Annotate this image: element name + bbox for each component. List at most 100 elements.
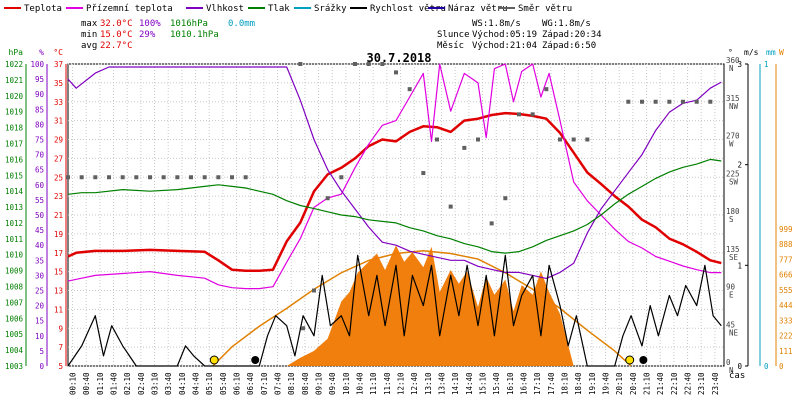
- x-tick-label: 22:40: [684, 372, 693, 395]
- axis-dir-tick: 0: [726, 358, 731, 367]
- stat-max-rain: 0.0mm: [228, 19, 255, 29]
- series-sm-r-v-tru-point: [503, 196, 508, 201]
- x-tick-label: 05:10: [205, 372, 214, 395]
- legend-label: Rychlost větru: [370, 4, 446, 14]
- axis-pct-tick: 65: [35, 166, 44, 175]
- series-sm-r-v-tru-point: [667, 99, 672, 104]
- sunset-marker: [625, 355, 635, 365]
- axis-pct-label: %: [39, 48, 44, 57]
- x-tick-label: 18:10: [561, 372, 570, 395]
- series-sm-r-v-tru-point: [694, 99, 699, 104]
- axis-dir-tick: 45: [726, 320, 735, 329]
- stat-max-label: max: [81, 19, 98, 29]
- chart-title: 30.7.2018: [366, 51, 431, 65]
- series-sm-r-v-tru-point: [79, 175, 84, 180]
- axis-degc-label: °C: [53, 48, 63, 57]
- axis-pct-tick: 20: [35, 302, 45, 311]
- axis-pct-tick: 90: [35, 90, 45, 99]
- axis-degc-tick: 5: [58, 362, 63, 371]
- solar-theoretical-line: [212, 250, 632, 367]
- axis-hpa-tick: 1003: [5, 362, 23, 371]
- axis-w-tick: 222: [779, 332, 793, 341]
- axis-dir-tick: 270: [726, 132, 740, 141]
- x-tick-label: 01:40: [110, 372, 119, 395]
- x-tick-label: 02:40: [137, 372, 146, 395]
- x-tick-label: 17:10: [533, 372, 542, 395]
- axis-mm-label: mm: [766, 48, 776, 57]
- x-tick-label: 08:40: [301, 372, 310, 395]
- x-tick-label: 00:40: [82, 372, 91, 395]
- axis-degc-tick: 33: [54, 98, 63, 107]
- stats-block: max 32.0°C 100% 1016hPa 0.0mm min 15.0°C…: [81, 19, 602, 51]
- legend-label: Náraz větru: [448, 4, 508, 14]
- axis-dir-name: SW: [729, 177, 739, 186]
- axis-pct-tick: 85: [35, 105, 44, 114]
- axis-pct-tick: 100: [30, 60, 44, 69]
- x-tick-label: 18:40: [574, 372, 583, 395]
- series-sm-r-v-tru-point: [93, 175, 98, 180]
- x-tick-label: 21:40: [656, 372, 665, 395]
- axis-dir-name: W: [729, 140, 734, 149]
- axis-hpa-tick: 1010: [5, 251, 24, 260]
- axis-hpa-tick: 1011: [5, 235, 23, 244]
- axis-ms-tick: 1: [737, 261, 742, 270]
- x-tick-label: 10:40: [356, 372, 365, 395]
- series-sm-r-v-tru-point: [407, 87, 412, 92]
- axis-w-tick: 888: [779, 240, 793, 249]
- axis-pct-tick: 60: [35, 181, 45, 190]
- axis-degc-tick: 21: [54, 211, 63, 220]
- x-tick-label: 19:40: [602, 372, 611, 395]
- stat-min-press: 1010.1hPa: [170, 30, 219, 40]
- axis-dir-tick: 360: [726, 56, 740, 65]
- series-sm-r-v-tru-point: [301, 326, 306, 331]
- axis-hpa-tick: 1020: [5, 92, 24, 101]
- stat-max-temp: 32.0°C: [100, 19, 133, 29]
- legend-label: Směr větru: [518, 4, 572, 14]
- x-tick-label: 11:40: [383, 372, 392, 395]
- axis-hpa-tick: 1014: [5, 187, 24, 196]
- series-tlak-line: [67, 158, 722, 254]
- axis-hpa-tick: 1022: [5, 60, 23, 69]
- solar-measured-area: [286, 245, 574, 366]
- x-tick-label: 07:40: [274, 372, 283, 395]
- series-sm-r-v-tru-point: [448, 204, 453, 209]
- x-axis-label: čas: [729, 370, 745, 381]
- axis-hpa-tick: 1013: [5, 203, 23, 212]
- x-tick-label: 09:10: [315, 372, 324, 395]
- series-sm-r-v-tru-point: [626, 99, 631, 104]
- stat-ws: WS:1.8m/s: [472, 19, 521, 29]
- series-sm-r-v-tru-point: [120, 175, 125, 180]
- axis-degc-tick: 27: [54, 154, 63, 163]
- x-tick-label: 23:40: [711, 372, 720, 395]
- x-tick-label: 13:40: [438, 372, 447, 395]
- axis-ms-tick: 0: [737, 362, 742, 371]
- axis-hpa-tick: 1004: [5, 346, 24, 355]
- series-sm-r-v-tru-point: [134, 175, 139, 180]
- axis-degc-tick: 31: [54, 117, 63, 126]
- axis-w-tick: 444: [779, 301, 793, 310]
- x-tick-label: 05:40: [219, 372, 228, 395]
- series-sm-r-v-tru-point: [189, 175, 193, 180]
- x-tick-label: 09:40: [328, 372, 337, 395]
- stat-sunrise: Východ:05:19: [472, 30, 537, 40]
- x-tick-label: 03:40: [164, 372, 173, 395]
- series-vlhkost-line: [67, 66, 722, 279]
- stat-avg-label: avg: [81, 41, 97, 51]
- axis-pct-tick: 45: [35, 226, 44, 235]
- legend-label: Přízemní teplota: [86, 4, 173, 14]
- axis-pct-tick: 35: [35, 256, 44, 265]
- x-tick-label: 04:10: [178, 372, 187, 395]
- axis-w-tick: 0: [779, 362, 784, 371]
- stat-max-press: 1016hPa: [170, 19, 208, 29]
- series-sm-r-v-tru-point: [298, 62, 303, 66]
- axis-hpa-tick: 1006: [5, 314, 24, 323]
- axis-dir-tick: 315: [726, 94, 740, 103]
- axis-degc-tick: 13: [54, 287, 63, 296]
- x-tick-label: 01:10: [96, 372, 105, 395]
- axis-hpa-label: hPa: [9, 48, 24, 57]
- axis-degc-tick: 35: [54, 79, 63, 88]
- axis-degc-tick: 9: [58, 324, 63, 333]
- x-tick-label: 12:40: [410, 372, 419, 395]
- axis-dir-name: NW: [729, 102, 739, 111]
- legend-label: Teplota: [24, 4, 62, 14]
